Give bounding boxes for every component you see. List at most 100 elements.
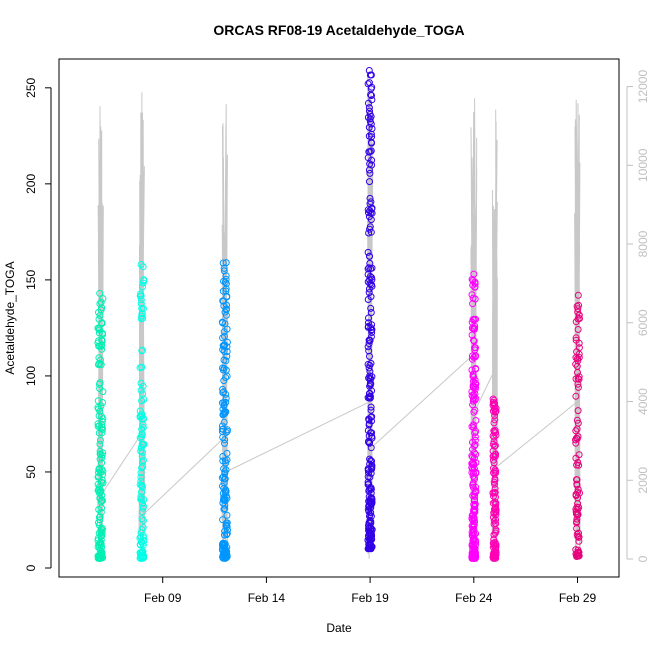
data-point <box>366 223 374 231</box>
data-point <box>575 375 583 383</box>
data-point <box>471 283 479 291</box>
data-point <box>468 452 476 460</box>
data-point <box>364 481 372 489</box>
data-point <box>492 469 499 477</box>
data-point <box>98 526 106 534</box>
data-point <box>574 383 582 391</box>
data-point <box>98 429 106 437</box>
data-point <box>469 453 477 461</box>
data-point <box>573 425 581 433</box>
data-point <box>220 332 228 340</box>
data-point <box>140 502 147 510</box>
data-point <box>368 461 376 469</box>
data-point <box>472 487 480 495</box>
data-point <box>138 312 146 320</box>
data-point <box>368 532 376 540</box>
data-point <box>490 459 498 467</box>
data-point <box>368 161 376 169</box>
data-point <box>469 355 476 363</box>
data-point <box>365 340 373 348</box>
data-point <box>367 535 375 543</box>
data-point <box>472 541 480 549</box>
data-point <box>365 469 372 477</box>
data-point <box>136 534 144 542</box>
data-point <box>574 459 582 466</box>
data-point <box>367 406 375 414</box>
data-point <box>223 427 231 435</box>
data-point <box>472 469 480 477</box>
data-point <box>222 311 230 319</box>
data-point <box>136 407 144 415</box>
data-point <box>138 397 146 405</box>
data-point <box>137 261 145 268</box>
data-point <box>96 289 104 297</box>
data-point <box>96 326 104 334</box>
data-point <box>364 545 372 552</box>
data-point <box>490 540 498 547</box>
x-tick-label: Feb 24 <box>455 591 493 605</box>
data-point <box>223 511 231 519</box>
data-point <box>223 343 231 351</box>
data-point <box>367 85 375 93</box>
data-point <box>222 466 230 474</box>
data-point <box>365 289 373 297</box>
data-point <box>137 315 145 323</box>
data-point <box>98 304 106 312</box>
data-point <box>471 429 479 437</box>
data-point <box>365 264 373 272</box>
data-point <box>99 525 106 532</box>
data-point <box>218 474 226 482</box>
data-point <box>366 200 374 208</box>
data-point <box>575 373 583 381</box>
data-point <box>139 263 147 271</box>
data-point <box>219 364 226 372</box>
data-point <box>219 540 227 548</box>
data-point <box>575 529 582 537</box>
data-point <box>572 334 580 342</box>
x-tick-label: Feb 19 <box>351 591 389 605</box>
data-point <box>222 275 230 283</box>
data-point <box>367 147 375 155</box>
y2-tick-label: 6000 <box>636 309 650 336</box>
data-point <box>221 543 229 551</box>
data-point <box>574 407 582 415</box>
data-point <box>470 490 478 498</box>
data-point <box>472 395 480 403</box>
data-point <box>574 532 582 540</box>
data-point <box>99 426 106 433</box>
data-point <box>223 293 231 301</box>
data-point <box>139 484 146 491</box>
data-point <box>95 469 102 476</box>
data-point <box>139 456 147 464</box>
data-point <box>140 277 148 285</box>
data-point <box>491 416 499 424</box>
data-point <box>470 546 478 554</box>
data-point <box>219 425 227 433</box>
data-point <box>470 521 478 529</box>
data-point <box>365 437 372 445</box>
data-point <box>140 440 148 448</box>
data-point <box>574 485 582 493</box>
data-point <box>137 477 145 485</box>
x-tick-label: Feb 14 <box>248 591 286 605</box>
data-point <box>222 374 230 381</box>
data-point <box>218 399 226 407</box>
data-point <box>138 304 146 312</box>
data-point <box>366 392 374 400</box>
data-point <box>575 533 583 541</box>
data-point <box>368 413 376 421</box>
data-point <box>97 298 105 306</box>
data-point <box>366 252 373 260</box>
data-point <box>138 452 146 460</box>
altitude-connector <box>369 353 475 450</box>
data-point <box>99 295 107 303</box>
data-point <box>95 342 103 350</box>
data-point <box>572 439 580 447</box>
data-point <box>222 366 230 374</box>
data-point <box>575 451 583 459</box>
data-point <box>367 138 375 146</box>
altitude-flight-trace <box>491 109 498 546</box>
data-point <box>220 418 228 426</box>
data-point <box>137 300 145 308</box>
y-tick-label: 250 <box>24 77 38 97</box>
